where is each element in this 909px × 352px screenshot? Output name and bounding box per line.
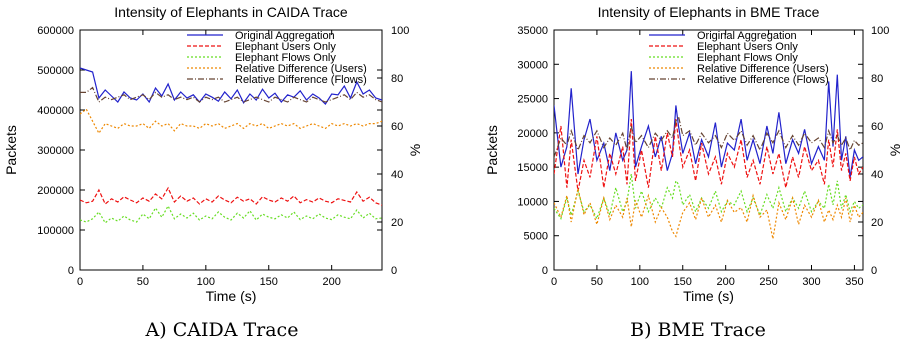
x-axis-label: Time (s)	[206, 288, 257, 304]
y2-tick-label: 20	[391, 217, 403, 229]
y2-tick-label: 80	[391, 73, 403, 85]
x-tick-label: 250	[759, 276, 777, 288]
x-axis-label: Time (s)	[683, 288, 734, 304]
y2-axis-label: %	[887, 144, 903, 156]
y2-tick-label: 0	[871, 265, 877, 277]
y-tick-label: 0	[542, 265, 548, 277]
legend-entry: Elephant Flows Only	[235, 52, 336, 64]
y2-tick-label: 100	[391, 25, 409, 37]
x-tick-label: 50	[137, 276, 149, 288]
chart-caption: B) BME Trace	[630, 319, 766, 341]
plot-frame	[553, 29, 864, 271]
series-line-0	[554, 71, 863, 178]
x-tick-label: 350	[845, 276, 863, 288]
y-tick-label: 0	[68, 265, 74, 277]
y-tick-label: 30000	[517, 59, 548, 71]
legend-entry: Relative Difference (Users)	[235, 63, 367, 75]
legend-entry: Original Aggregation	[697, 30, 797, 42]
y2-tick-label: 100	[871, 25, 889, 37]
series-line-0	[80, 67, 382, 105]
series-line-4	[554, 114, 863, 158]
chart-title: Intensity of Elephants in BME Trace	[598, 4, 820, 20]
series-line-2	[80, 204, 382, 224]
series-line-2	[554, 173, 863, 221]
y2-tick-label: 40	[391, 169, 403, 181]
x-tick-label: 100	[197, 276, 215, 288]
legend-entry: Relative Difference (Users)	[697, 63, 829, 75]
x-tick-label: 100	[631, 276, 649, 288]
y2-tick-label: 20	[871, 217, 883, 229]
y-tick-label: 500000	[37, 65, 74, 77]
legend-entry: Elephant Users Only	[697, 41, 798, 53]
y2-tick-label: 60	[871, 121, 883, 133]
chart-caida: Intensity of Elephants in CAIDA Trace 0 10…	[3, 4, 423, 341]
series-line-1	[554, 119, 863, 192]
x-tick-label: 0	[551, 276, 557, 288]
x-tick-label: 50	[591, 276, 603, 288]
x-tick-label: 200	[716, 276, 734, 288]
legend-entry: Elephant Users Only	[235, 41, 336, 53]
y-tick-label: 400000	[37, 105, 74, 117]
y-axis-label: Packets	[484, 125, 500, 175]
y2-tick-label: 40	[871, 169, 883, 181]
chart-bme: Intensity of Elephants in BME Trace05000…	[484, 4, 903, 341]
y-tick-label: 25000	[517, 94, 548, 106]
y-tick-label: 15000	[517, 162, 548, 174]
y2-tick-label: 80	[871, 73, 883, 85]
y-axis-label: Packets	[3, 125, 19, 175]
y-tick-label: 10000	[517, 196, 548, 208]
x-tick-label: 300	[802, 276, 820, 288]
series-line-3	[80, 108, 382, 135]
x-tick-label: 150	[674, 276, 692, 288]
legend-entry: Elephant Flows Only	[697, 52, 798, 64]
legend-entry: Original Aggregation	[235, 30, 335, 42]
chart-title: Intensity of Elephants in CAIDA Trace	[114, 4, 348, 20]
y-tick-label: 600000	[37, 25, 74, 37]
y2-tick-label: 60	[391, 121, 403, 133]
y2-tick-label: 0	[391, 265, 397, 277]
y-tick-label: 200000	[37, 185, 74, 197]
y-tick-label: 35000	[517, 25, 548, 37]
x-tick-label: 200	[322, 276, 340, 288]
chart-caption: A) CAIDA Trace	[145, 319, 299, 341]
y-tick-label: 300000	[37, 145, 74, 157]
x-tick-label: 0	[77, 276, 83, 288]
y-tick-label: 20000	[517, 128, 548, 140]
legend-entry: Relative Difference (Flows)	[235, 74, 367, 86]
y-tick-label: 100000	[37, 225, 74, 237]
x-tick-label: 150	[260, 276, 278, 288]
series-line-1	[80, 186, 382, 206]
legend-entry: Relative Difference (Flows)	[697, 74, 829, 86]
y-tick-label: 5000	[524, 231, 548, 243]
series-line-3	[554, 188, 863, 239]
y2-axis-label: %	[407, 144, 423, 156]
